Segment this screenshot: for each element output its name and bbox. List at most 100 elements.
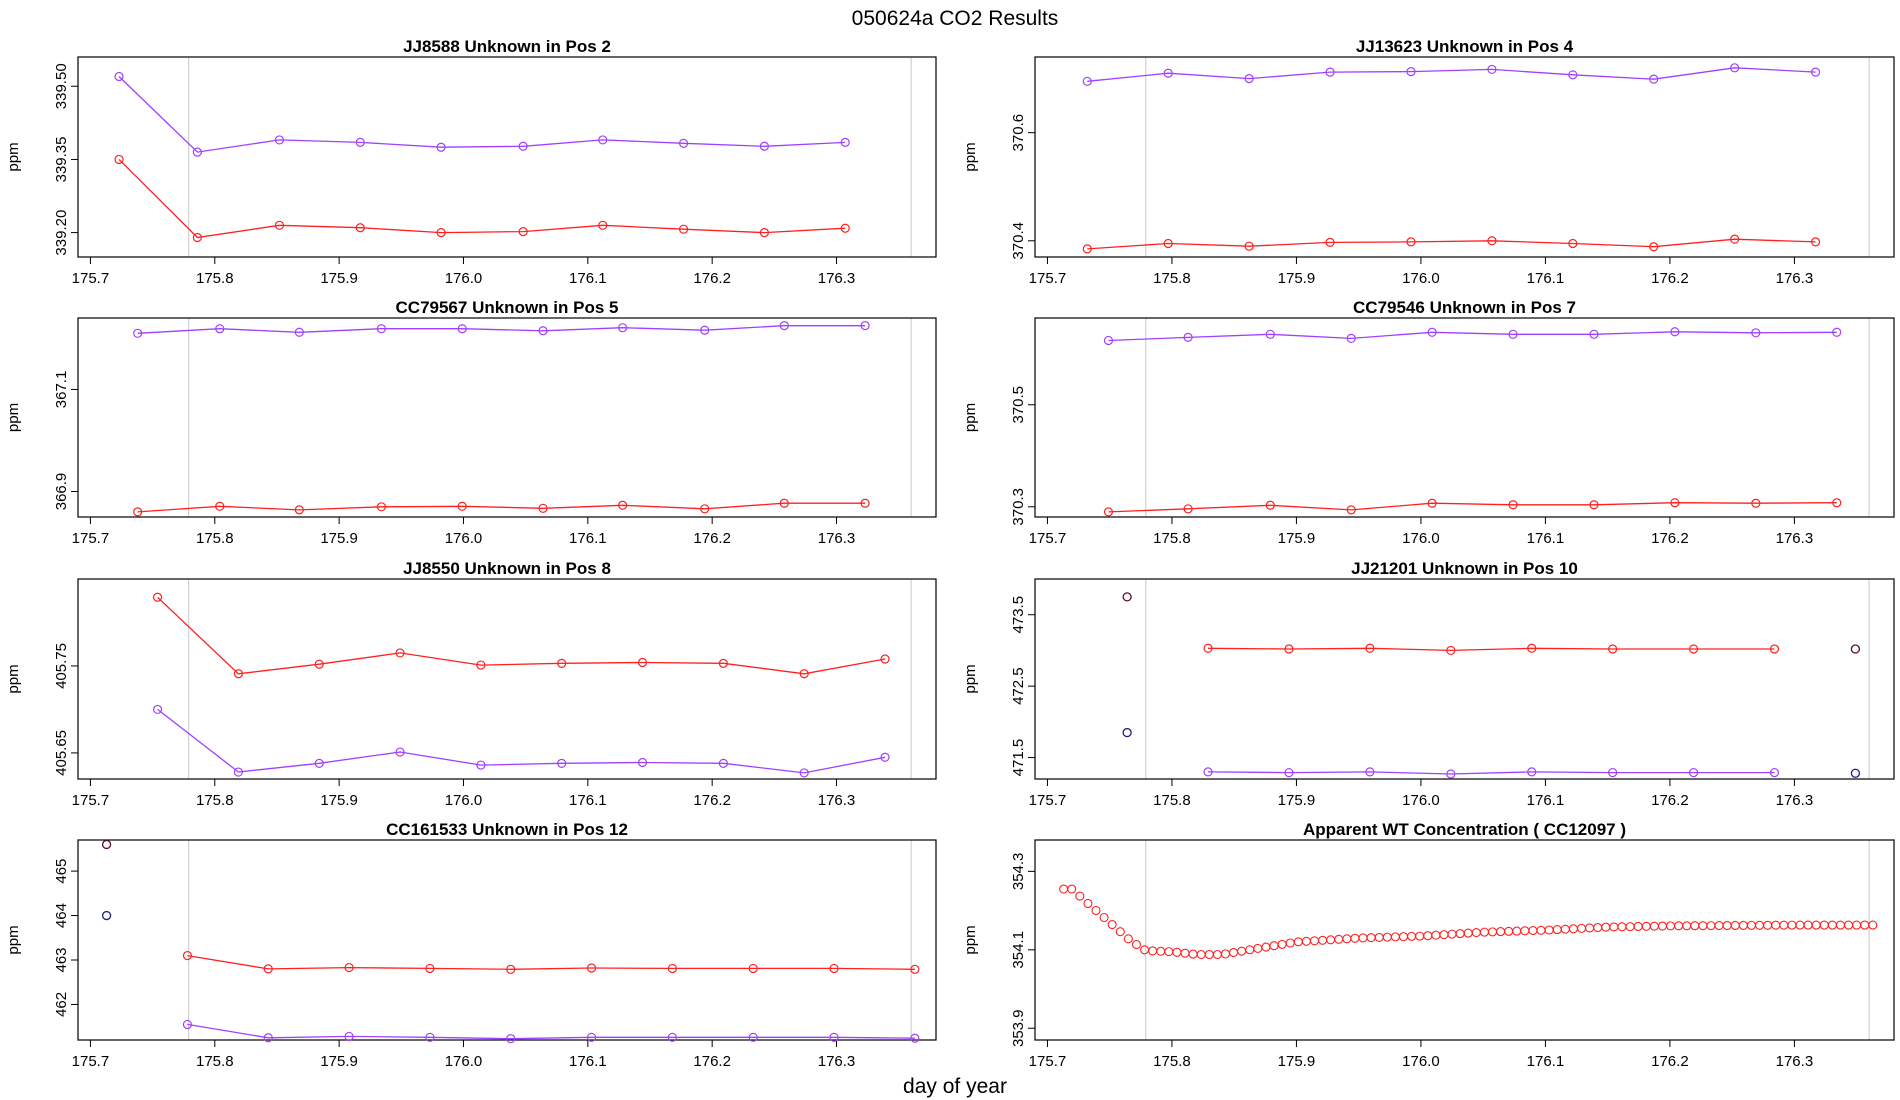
data-point-purple — [667, 1032, 677, 1042]
data-point-red — [1751, 498, 1761, 508]
wt-data-point — [1601, 922, 1611, 932]
data-point-purple — [1346, 333, 1356, 344]
wt-data-point — [1617, 922, 1627, 932]
data-point-red — [860, 498, 870, 508]
data-point-red — [1589, 500, 1599, 510]
series-line-red — [1207, 647, 1775, 652]
x-tick-label: 176.0 — [1402, 1053, 1440, 1070]
data-point-purple — [598, 135, 608, 145]
y-tick-label: 473.5 — [1010, 596, 1027, 634]
data-point-red — [506, 964, 516, 974]
x-tick-label: 176.0 — [445, 270, 483, 287]
wt-data-point — [1140, 945, 1150, 955]
data-point-purple — [779, 321, 789, 331]
wt-data-point — [1309, 936, 1320, 946]
wt-data-point — [1819, 920, 1829, 930]
y-tick-label: 405.75 — [53, 643, 70, 689]
data-point-red — [1427, 498, 1437, 508]
wt-data-point — [1641, 921, 1651, 931]
wt-data-point — [1439, 930, 1449, 940]
data-point-red — [152, 592, 163, 602]
wt-data-point — [1293, 937, 1303, 947]
data-point-purple — [1608, 767, 1618, 778]
wt-data-point — [1827, 920, 1837, 930]
data-point-purple — [192, 147, 202, 157]
wt-data-point — [1698, 921, 1708, 931]
data-point-purple — [233, 767, 244, 777]
wt-data-point — [1180, 948, 1190, 958]
wt-data-point — [1237, 946, 1247, 956]
x-tick-label: 175.7 — [72, 530, 110, 547]
data-point-purple — [1406, 66, 1416, 77]
data-point-red — [748, 963, 758, 974]
plot-frame — [1034, 56, 1895, 258]
y-tick-label: 462 — [53, 992, 70, 1017]
data-point-red — [1487, 236, 1497, 246]
data-point-purple — [518, 141, 528, 151]
panel-title: CC79567 Unknown in Pos 5 — [396, 298, 619, 317]
data-point-red — [700, 504, 710, 514]
data-point-purple — [1730, 63, 1740, 73]
y-tick-label: 339.50 — [53, 63, 70, 109]
data-point-purple — [355, 137, 365, 147]
x-tick-label: 175.9 — [1278, 530, 1316, 547]
wt-data-point — [1649, 921, 1659, 931]
x-tick-label: 175.8 — [196, 530, 234, 547]
x-tick-label: 175.9 — [320, 270, 358, 287]
x-tick-label: 175.9 — [320, 530, 358, 547]
plot-frame — [77, 839, 937, 1041]
wt-data-point — [1115, 927, 1125, 937]
y-axis-label: ppm — [962, 403, 979, 432]
plot-frame — [77, 317, 937, 518]
data-point-red — [829, 963, 839, 974]
series-line-red — [157, 596, 886, 675]
data-point-purple — [1487, 64, 1497, 75]
wt-data-point — [1730, 920, 1740, 931]
data-point-red — [436, 228, 446, 238]
data-point-red — [557, 658, 567, 668]
data-point-purple — [344, 1031, 354, 1042]
data-point-red — [314, 659, 324, 669]
data-point-purple — [1589, 329, 1599, 339]
wt-data-point — [1706, 921, 1716, 931]
data-point-purple — [748, 1032, 758, 1042]
wt-data-point — [1722, 920, 1732, 931]
data-point-red — [1730, 234, 1740, 244]
y-tick-label: 339.35 — [53, 136, 70, 182]
x-tick-label: 175.8 — [196, 792, 234, 809]
data-point-purple — [759, 141, 770, 151]
panel-title: JJ13623 Unknown in Pos 4 — [1356, 37, 1574, 56]
wt-data-point — [1131, 940, 1142, 950]
wt-data-point — [1738, 920, 1748, 930]
isolated-point — [1122, 592, 1132, 602]
data-point-purple — [799, 768, 809, 778]
wt-data-point — [1366, 933, 1376, 943]
data-point-red — [598, 220, 608, 230]
data-point-red — [1688, 644, 1699, 654]
data-point-purple — [476, 760, 486, 770]
x-tick-label: 176.2 — [1651, 270, 1689, 287]
wt-data-point — [1811, 920, 1821, 930]
wt-data-point — [1301, 936, 1311, 946]
data-point-red — [1203, 643, 1213, 653]
series-line-red — [118, 158, 846, 239]
series-line-purple — [1108, 331, 1837, 342]
wt-data-point — [1746, 920, 1757, 930]
data-point-purple — [215, 324, 225, 334]
x-tick-label: 176.2 — [693, 530, 731, 547]
data-point-purple — [152, 704, 163, 715]
data-point-red — [799, 669, 809, 679]
plot-frame — [1034, 839, 1895, 1041]
data-point-red — [192, 232, 202, 243]
wt-data-point — [1326, 935, 1336, 945]
x-tick-label: 176.3 — [818, 270, 856, 287]
data-point-red — [518, 227, 528, 237]
data-point-purple — [1568, 70, 1578, 80]
y-tick-label: 339.20 — [53, 210, 70, 256]
x-tick-label: 176.3 — [818, 530, 856, 547]
wt-data-point — [1455, 929, 1465, 939]
x-tick-label: 176.3 — [1776, 1053, 1814, 1070]
x-tick-label: 176.0 — [445, 1053, 483, 1070]
wt-data-point — [1374, 932, 1384, 942]
panel-title: CC79546 Unknown in Pos 7 — [1353, 298, 1576, 317]
